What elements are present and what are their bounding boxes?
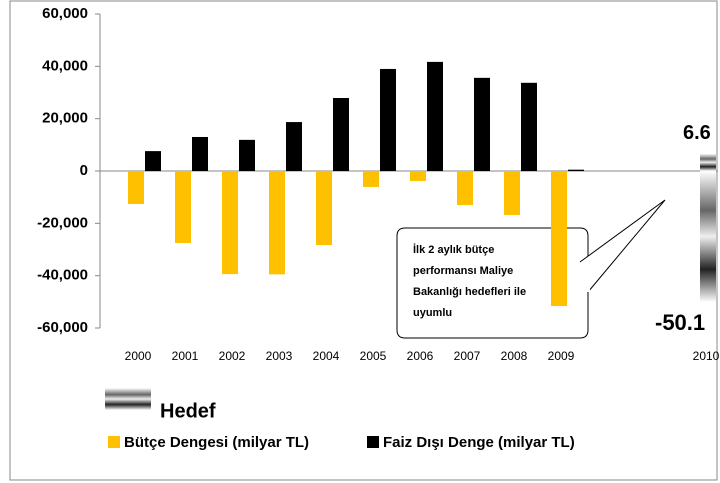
y-tick-label: 40,000 xyxy=(42,57,88,74)
x-tick-label: 2005 xyxy=(360,349,387,363)
bar xyxy=(504,171,520,215)
callout-pointer xyxy=(579,199,666,293)
target-bar xyxy=(700,153,716,171)
y-tick-label: -20,000 xyxy=(37,214,88,231)
callout-joint xyxy=(582,262,590,292)
x-tick-label: 2006 xyxy=(407,349,434,363)
frame xyxy=(9,0,718,481)
y-tick-label: -60,000 xyxy=(37,319,88,336)
legend-swatch xyxy=(105,388,151,410)
x-tick-label: 2003 xyxy=(266,349,293,363)
bar xyxy=(410,171,426,181)
target-label: -50.1 xyxy=(655,310,705,335)
x-tick-label: 2008 xyxy=(501,349,528,363)
y-tick-label: 0 xyxy=(80,162,88,179)
annotation: uyumlu xyxy=(413,307,452,319)
bar xyxy=(521,82,537,171)
annotation: İlk 2 aylık bütçe xyxy=(413,243,494,256)
x-tick-label: 2000 xyxy=(125,349,152,363)
bar xyxy=(192,136,208,171)
legend-label: Bütçe Dengesi (milyar TL) xyxy=(124,434,309,451)
bar xyxy=(551,171,567,307)
y-tick-label: -40,000 xyxy=(37,267,88,284)
x-tick-label: 2004 xyxy=(313,349,340,363)
y-tick-label: 20,000 xyxy=(42,110,88,127)
x-tick-label: 2007 xyxy=(454,349,481,363)
legend-label: Hedef xyxy=(160,400,216,422)
bar xyxy=(239,139,255,171)
bar xyxy=(316,171,332,246)
bar xyxy=(145,151,161,171)
target-label: 6.6 xyxy=(683,122,711,144)
target-bar xyxy=(700,171,716,303)
bar xyxy=(474,77,490,171)
bar xyxy=(222,171,238,275)
bar xyxy=(286,122,302,171)
legend-label: Faiz Dışı Denge (milyar TL) xyxy=(383,434,575,451)
x-tick-label: 2002 xyxy=(219,349,246,363)
x-tick-label: 2001 xyxy=(172,349,199,363)
bar xyxy=(269,171,285,275)
bar xyxy=(175,171,191,243)
bar xyxy=(568,169,584,171)
annotation: performansı Maliye xyxy=(413,265,513,277)
bar xyxy=(333,97,349,171)
bar xyxy=(457,171,473,206)
bar xyxy=(380,68,396,171)
callout-box xyxy=(396,227,589,339)
x-tick-label: 2010 xyxy=(693,349,720,363)
legend-swatch xyxy=(367,436,379,448)
bar xyxy=(128,171,144,204)
y-tick-label: 60,000 xyxy=(42,5,88,22)
legend-swatch xyxy=(108,436,120,448)
x-tick-label: 2009 xyxy=(548,349,575,363)
bar xyxy=(363,171,379,187)
bar xyxy=(427,61,443,172)
annotation: Bakanlığı hedefleri ile xyxy=(413,286,526,298)
